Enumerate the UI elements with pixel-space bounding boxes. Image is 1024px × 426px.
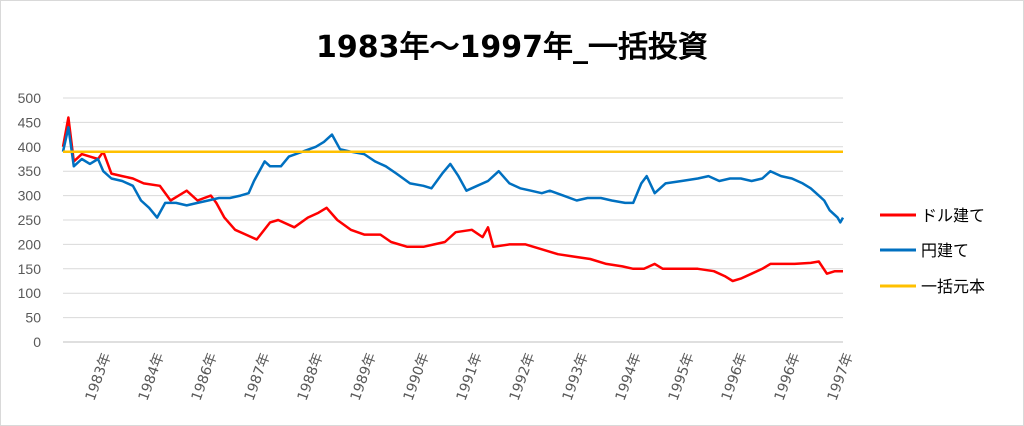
series-line-usd: [61, 116, 843, 283]
y-tick-label: 300: [18, 188, 42, 204]
x-tick-label: 1995年: [666, 351, 698, 403]
y-axis: 0 50 100 150 200 250 300 350 400 450 500: [18, 90, 42, 350]
x-tick-label: 1992年: [507, 351, 539, 403]
x-tick-label: 1990年: [401, 351, 433, 403]
x-tick-label: 1993年: [560, 351, 592, 403]
legend-label: 円建て: [921, 241, 969, 260]
y-tick-label: 200: [18, 236, 42, 252]
legend-label: ドル建て: [921, 206, 985, 225]
x-tick-label: 1983年: [83, 351, 115, 403]
y-tick-label: 400: [18, 139, 42, 155]
x-tick-label: 1987年: [242, 351, 274, 403]
series-lines: [61, 116, 845, 283]
x-tick-label: 1997年: [825, 351, 857, 403]
y-tick-label: 50: [25, 310, 41, 326]
x-tick-label: 1984年: [136, 351, 168, 403]
y-tick-label: 450: [18, 114, 42, 130]
series-line-jpy: [61, 126, 845, 224]
legend-label: 一括元本: [921, 277, 985, 296]
y-tick-label: 350: [18, 163, 42, 179]
x-tick-label: 1989年: [348, 351, 380, 403]
y-tick-label: 0: [33, 334, 41, 350]
x-axis: 1983年 1984年 1986年 1987年 1988年 1989年 1990年 1991年…: [83, 351, 857, 403]
y-tick-label: 150: [18, 261, 42, 277]
x-tick-label: 1996年: [772, 351, 804, 403]
x-tick-label: 1996年: [719, 351, 751, 403]
x-tick-label: 1986年: [189, 351, 221, 403]
y-tick-label: 100: [18, 285, 42, 301]
y-tick-label: 500: [18, 90, 42, 106]
x-tick-label: 1991年: [454, 351, 486, 403]
chart-title: 1983年～1997年_一括投資: [316, 30, 708, 65]
y-tick-label: 250: [18, 212, 42, 228]
gridlines: [63, 97, 843, 343]
x-tick-label: 1988年: [295, 351, 327, 403]
x-tick-label: 1994年: [613, 351, 645, 403]
